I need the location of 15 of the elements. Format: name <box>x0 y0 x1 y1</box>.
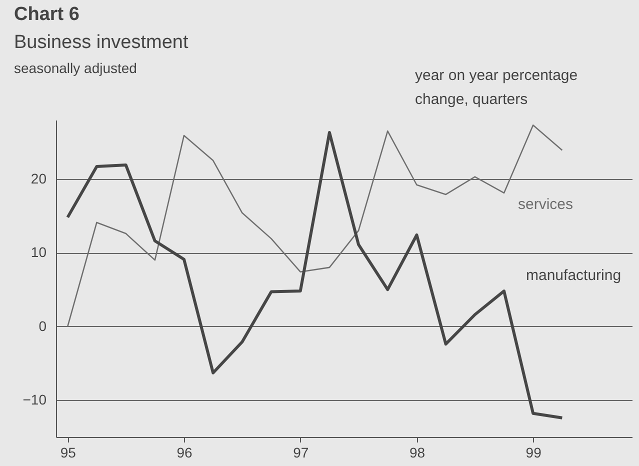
x-tick-label: 97 <box>293 444 309 460</box>
chart-subtitle: Business investment <box>14 32 188 54</box>
series-label: manufacturing <box>526 267 622 284</box>
x-tick-label: 96 <box>176 444 192 460</box>
y-tick-label: 0 <box>38 318 47 334</box>
text: seasonally adjusted <box>14 60 137 76</box>
x-tick-label: 98 <box>409 444 426 460</box>
y-tick-label: 20 <box>30 170 47 186</box>
series-label: services <box>518 196 574 213</box>
text: year on year percentage change, quarters <box>415 66 579 110</box>
x-tick-label: 95 <box>60 444 76 460</box>
chart-title: Chart 6 <box>14 4 80 26</box>
x-tick-label: 99 <box>526 444 542 460</box>
y-tick-label: −10 <box>22 392 47 408</box>
y-tick-label: 10 <box>30 244 47 260</box>
